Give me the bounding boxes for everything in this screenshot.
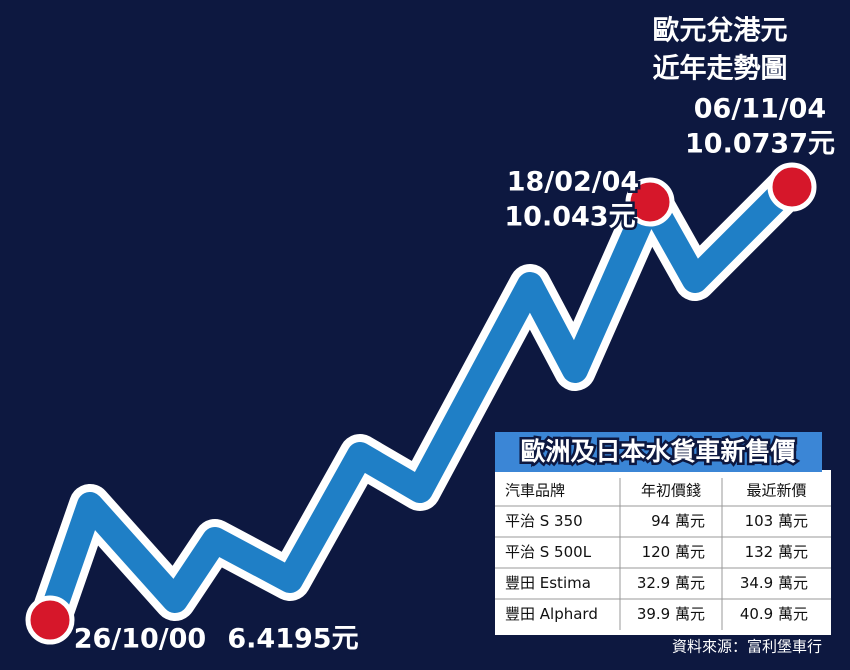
table-header: 年初價錢 [641, 482, 701, 500]
table-title: 歐洲及日本水貨車新售價 [520, 437, 796, 466]
table-title-bar [495, 432, 822, 472]
marker [25, 595, 75, 645]
title: 歐元兌港元 [653, 16, 788, 47]
annotation-date: 18/02/04 [507, 167, 639, 198]
table-cell: 豐田 Estima [505, 574, 591, 592]
annotation-value: 6.4195元 [227, 624, 358, 655]
table-cell: 39.9 萬元 [637, 605, 705, 623]
table-cell: 120 萬元 [642, 543, 705, 561]
table-cell: 103 萬元 [745, 512, 808, 530]
table-cell: 94 萬元 [651, 512, 705, 530]
table-cell: 32.9 萬元 [637, 574, 705, 592]
table-cell: 34.9 萬元 [740, 574, 808, 592]
table-cell: 豐田 Alphard [505, 605, 598, 623]
table-cell: 平治 S 350 [505, 512, 583, 530]
annotation-date: 06/11/04 [694, 94, 826, 125]
table-cell: 40.9 萬元 [740, 605, 808, 623]
table-cell: 132 萬元 [745, 543, 808, 561]
table-header: 最近新價 [746, 482, 806, 500]
title: 近年走勢圖 [653, 53, 788, 85]
markers [25, 162, 817, 645]
table-header: 汽車品牌 [505, 482, 565, 500]
annotation-value: 10.0737元 [685, 129, 835, 160]
table-cell: 平治 S 500L [505, 543, 592, 561]
source: 資料來源：富利堡車行 [672, 638, 822, 656]
annotation-date: 26/10/00 [74, 624, 206, 655]
annotation-value: 10.043元 [504, 202, 635, 233]
marker [625, 177, 675, 227]
table-background [495, 470, 831, 635]
marker [767, 162, 817, 212]
